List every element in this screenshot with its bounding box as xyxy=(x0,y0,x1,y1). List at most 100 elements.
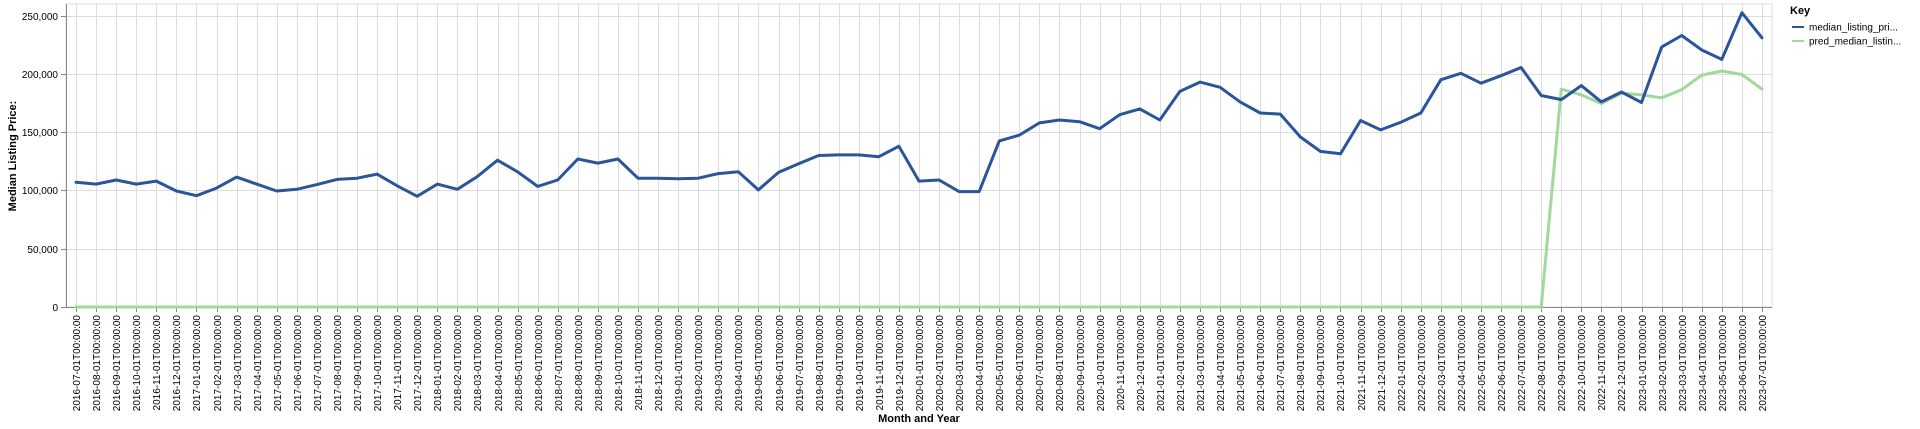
x-tick-label: 2017-08-01T00:00:00 xyxy=(333,315,344,412)
x-tick-label: 2016-08-01T00:00:00 xyxy=(92,315,103,412)
legend: Key median_listing_pri... pred_median_lis… xyxy=(1790,5,1901,48)
x-tick-label: 2017-10-01T00:00:00 xyxy=(373,315,384,412)
x-tick-label: 2018-06-01T00:00:00 xyxy=(534,315,545,412)
x-tick-label: 2023-03-01T00:00:00 xyxy=(1678,315,1689,412)
x-tick-label: 2020-12-01T00:00:00 xyxy=(1136,315,1147,412)
x-tick-label: 2022-05-01T00:00:00 xyxy=(1477,315,1488,412)
y-tick-label: 0 xyxy=(52,303,58,314)
series-line-0 xyxy=(74,11,1764,198)
x-tick-label: 2016-09-01T00:00:00 xyxy=(112,315,123,412)
x-tick-label: 2021-02-01T00:00:00 xyxy=(1176,315,1187,412)
series-lines xyxy=(74,11,1764,309)
x-tick-label: 2019-08-01T00:00:00 xyxy=(815,315,826,412)
x-tick-label: 2023-07-01T00:00:00 xyxy=(1758,315,1769,412)
x-tick-label: 2022-03-01T00:00:00 xyxy=(1437,315,1448,412)
x-tick-label: 2020-02-01T00:00:00 xyxy=(935,315,946,412)
x-tick-label: 2020-08-01T00:00:00 xyxy=(1055,315,1066,412)
x-tick-label: 2023-02-01T00:00:00 xyxy=(1658,315,1669,412)
x-tick-label: 2023-06-01T00:00:00 xyxy=(1738,315,1749,412)
x-tick-label: 2021-05-01T00:00:00 xyxy=(1236,315,1247,412)
x-tick-label: 2018-05-01T00:00:00 xyxy=(514,315,525,412)
x-tick-label: 2023-05-01T00:00:00 xyxy=(1718,315,1729,412)
x-tick-label: 2023-04-01T00:00:00 xyxy=(1698,315,1709,412)
x-tick-label: 2019-06-01T00:00:00 xyxy=(775,315,786,412)
x-tick-label: 2016-10-01T00:00:00 xyxy=(132,315,143,412)
x-tick-label: 2018-12-01T00:00:00 xyxy=(654,315,665,412)
x-tick-label: 2017-05-01T00:00:00 xyxy=(273,315,284,412)
y-tick-label: 200,000 xyxy=(22,70,59,81)
x-tick-label: 2017-09-01T00:00:00 xyxy=(353,315,364,412)
x-tick-label: 2021-03-01T00:00:00 xyxy=(1196,315,1207,412)
y-tick-label: 50,000 xyxy=(27,245,58,256)
x-tick-label: 2017-11-01T00:00:00 xyxy=(393,315,404,411)
x-tick-label: 2021-07-01T00:00:00 xyxy=(1276,315,1287,412)
x-tick-label: 2019-01-01T00:00:00 xyxy=(674,315,685,412)
x-tick-label: 2022-02-01T00:00:00 xyxy=(1417,315,1428,412)
x-tick-label: 2018-02-01T00:00:00 xyxy=(453,315,464,412)
x-tick-label: 2022-06-01T00:00:00 xyxy=(1497,315,1508,412)
x-axis: 2016-07-01T00:00:00 2016-08-01T00:00:00 20… xyxy=(66,307,1772,411)
x-tick-label: 2022-01-01T00:00:00 xyxy=(1397,315,1408,412)
x-tick-label: 2020-09-01T00:00:00 xyxy=(1076,315,1087,412)
legend-title: Key xyxy=(1790,5,1811,17)
x-tick-label: 2019-12-01T00:00:00 xyxy=(895,315,906,412)
x-tick-label: 2019-03-01T00:00:00 xyxy=(714,315,725,412)
x-tick-label: 2020-01-01T00:00:00 xyxy=(915,315,926,412)
x-tick-label: 2017-01-01T00:00:00 xyxy=(192,315,203,412)
x-tick-label: 2021-11-01T00:00:00 xyxy=(1357,315,1368,411)
x-tick-label: 2017-03-01T00:00:00 xyxy=(233,315,244,412)
x-tick-label: 2017-12-01T00:00:00 xyxy=(413,315,424,412)
gridlines xyxy=(65,3,1773,308)
y-tick-label: 100,000 xyxy=(22,186,59,197)
legend-label: pred_median_listin... xyxy=(1809,37,1901,48)
x-tick-label: 2017-04-01T00:00:00 xyxy=(253,315,264,412)
x-tick-label: 2021-09-01T00:00:00 xyxy=(1316,315,1327,412)
x-axis-title: Month and Year xyxy=(878,413,960,425)
x-tick-label: 2018-04-01T00:00:00 xyxy=(494,315,505,412)
x-tick-label: 2018-08-01T00:00:00 xyxy=(574,315,585,412)
x-tick-label: 2021-06-01T00:00:00 xyxy=(1256,315,1267,412)
x-tick-label: 2019-10-01T00:00:00 xyxy=(855,315,866,412)
y-axis-title: Median Listing Price: xyxy=(7,101,19,212)
x-tick-label: 2018-01-01T00:00:00 xyxy=(433,315,444,412)
y-tick-label: 250,000 xyxy=(22,12,59,23)
x-tick-label: 2020-05-01T00:00:00 xyxy=(995,315,1006,412)
x-tick-label: 2021-01-01T00:00:00 xyxy=(1156,315,1167,412)
x-tick-label: 2022-08-01T00:00:00 xyxy=(1537,315,1548,412)
x-tick-label: 2020-10-01T00:00:00 xyxy=(1096,315,1107,412)
x-tick-label: 2022-04-01T00:00:00 xyxy=(1457,315,1468,412)
x-tick-label: 2020-11-01T00:00:00 xyxy=(1116,315,1127,411)
x-tick-label: 2016-07-01T00:00:00 xyxy=(72,315,83,412)
x-tick-label: 2022-12-01T00:00:00 xyxy=(1617,315,1628,412)
x-tick-label: 2019-11-01T00:00:00 xyxy=(875,315,886,411)
x-tick-label: 2020-03-01T00:00:00 xyxy=(955,315,966,412)
x-tick-label: 2016-11-01T00:00:00 xyxy=(152,315,163,411)
x-tick-label: 2018-03-01T00:00:00 xyxy=(473,315,484,412)
x-tick-label: 2020-07-01T00:00:00 xyxy=(1035,315,1046,412)
x-tick-label: 2017-06-01T00:00:00 xyxy=(293,315,304,412)
x-tick-label: 2016-12-01T00:00:00 xyxy=(172,315,183,412)
y-axis: 0 50,000 100,000 150,000 200,000 250,000 xyxy=(22,4,67,314)
x-tick-label: 2021-12-01T00:00:00 xyxy=(1377,315,1388,412)
y-tick-label: 150,000 xyxy=(22,128,59,139)
legend-label: median_listing_pri... xyxy=(1809,23,1898,34)
x-tick-label: 2021-10-01T00:00:00 xyxy=(1336,315,1347,412)
x-tick-label: 2019-05-01T00:00:00 xyxy=(754,315,765,412)
x-tick-label: 2020-04-01T00:00:00 xyxy=(975,315,986,412)
x-tick-label: 2018-07-01T00:00:00 xyxy=(554,315,565,412)
x-tick-label: 2017-02-01T00:00:00 xyxy=(213,315,224,412)
x-tick-label: 2018-11-01T00:00:00 xyxy=(634,315,645,411)
x-tick-label: 2018-09-01T00:00:00 xyxy=(594,315,605,412)
x-tick-label: 2019-09-01T00:00:00 xyxy=(835,315,846,412)
x-tick-label: 2019-07-01T00:00:00 xyxy=(795,315,806,412)
x-tick-label: 2021-08-01T00:00:00 xyxy=(1296,315,1307,412)
x-tick-label: 2022-10-01T00:00:00 xyxy=(1577,315,1588,412)
x-tick-label: 2023-01-01T00:00:00 xyxy=(1638,315,1649,412)
x-tick-label: 2020-06-01T00:00:00 xyxy=(1015,315,1026,412)
x-tick-label: 2017-07-01T00:00:00 xyxy=(313,315,324,412)
x-tick-label: 2019-04-01T00:00:00 xyxy=(734,315,745,412)
x-tick-label: 2021-04-01T00:00:00 xyxy=(1216,315,1227,412)
x-tick-label: 2018-10-01T00:00:00 xyxy=(614,315,625,412)
x-tick-label: 2022-09-01T00:00:00 xyxy=(1557,315,1568,412)
